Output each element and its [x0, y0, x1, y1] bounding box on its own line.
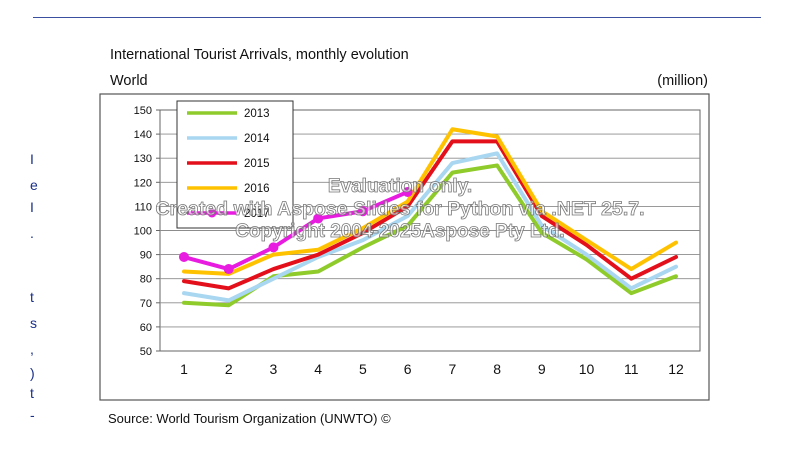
series-line-2017 [182, 189, 410, 272]
side-text-fragment: e [30, 177, 38, 193]
y-tick-label: 60 [140, 322, 152, 334]
x-tick-label: 7 [448, 361, 456, 377]
chart-region-label: World [110, 73, 148, 89]
side-text-fragment: t [30, 385, 34, 401]
watermark-line-2: Created with Aspose.Slides for Python vi… [155, 198, 645, 221]
x-tick-label: 8 [493, 361, 501, 377]
data-point-2017 [223, 264, 234, 275]
y-tick-label: 130 [134, 153, 152, 165]
y-tick-label: 50 [140, 346, 152, 358]
x-tick-label: 1 [180, 361, 188, 377]
x-tick-label: 12 [668, 361, 684, 377]
series-line-2015 [182, 139, 678, 291]
side-text-fragment: I [30, 151, 34, 167]
y-tick-label: 120 [134, 177, 152, 189]
y-tick-label: 150 [134, 105, 152, 117]
side-text-fragment: . [30, 225, 34, 241]
side-text-fragment: t [30, 289, 34, 305]
side-text-fragment: I [30, 199, 34, 215]
legend-label-2013: 2013 [244, 108, 270, 120]
data-point-2017 [357, 206, 368, 217]
x-tick-label: 10 [579, 361, 595, 377]
top-divider-line [33, 17, 761, 18]
source-note: Source: World Tourism Organization (UNWT… [108, 411, 391, 426]
x-tick-label: 9 [538, 361, 546, 377]
legend-marker-2017 [207, 208, 217, 218]
x-tick-label: 11 [624, 361, 639, 377]
y-tick-label: 110 [134, 201, 152, 213]
y-tick-label: 80 [140, 274, 152, 286]
watermark-line-1: Evaluation only. [327, 176, 473, 198]
y-tick-label: 90 [140, 250, 152, 262]
data-point-2017 [179, 252, 189, 263]
legend-label-2014: 2014 [244, 133, 270, 145]
chart-unit-label: (million) [657, 73, 708, 89]
x-tick-label: 3 [270, 361, 278, 377]
side-text-fragment: , [30, 341, 34, 357]
y-tick-label: 100 [134, 226, 152, 238]
data-point-2017 [313, 213, 324, 224]
data-point-2017 [402, 186, 413, 197]
side-text-fragment: s [30, 315, 37, 331]
data-point-2017 [268, 242, 279, 253]
series-line-2016 [182, 127, 678, 276]
x-tick-label: 2 [225, 361, 233, 377]
chart-title: International Tourist Arrivals, monthly … [110, 47, 409, 63]
x-tick-label: 6 [404, 361, 412, 377]
x-tick-label: 4 [314, 361, 322, 377]
legend-label-2016: 2016 [244, 183, 270, 195]
legend-label-2015: 2015 [244, 158, 270, 170]
y-tick-label: 140 [134, 129, 152, 141]
series-line-2014 [182, 151, 678, 303]
x-tick-label: 5 [359, 361, 367, 377]
side-text-fragment: ) [30, 365, 35, 381]
side-text-fragment: - [30, 407, 35, 423]
watermark-line-3: Copyright 2004-2025Aspose Pty Ltd. [235, 221, 565, 243]
y-tick-label: 70 [140, 298, 152, 310]
legend-label-2017: 2017 [244, 208, 270, 220]
